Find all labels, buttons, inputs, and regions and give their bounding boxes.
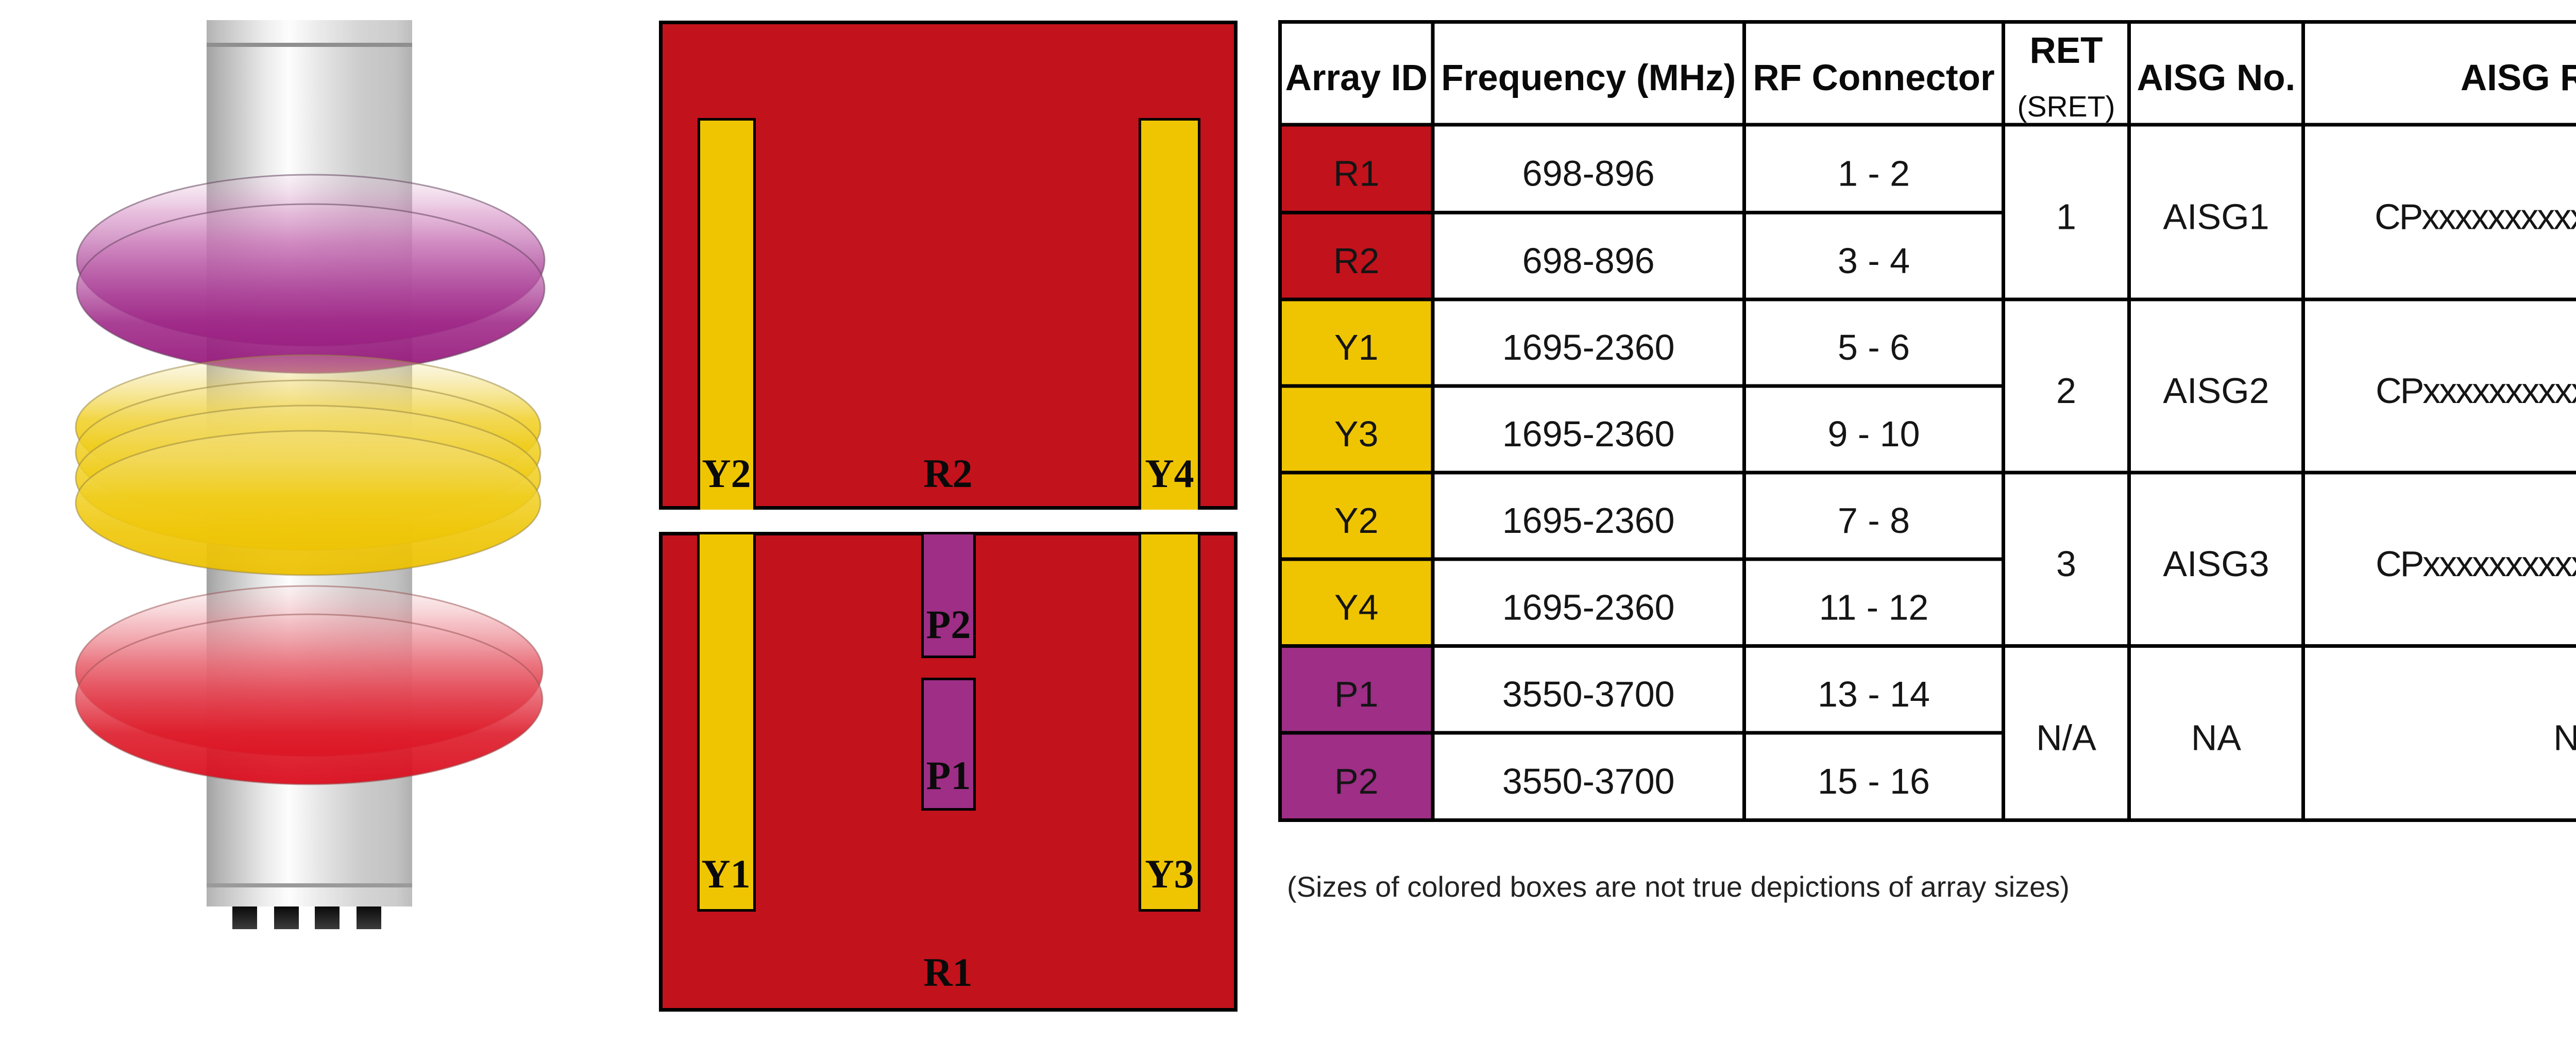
svg-text:N/A: N/A	[2036, 718, 2096, 758]
svg-text:Y2: Y2	[702, 451, 751, 496]
svg-text:RET: RET	[2030, 30, 2103, 71]
svg-text:AISG2: AISG2	[2163, 371, 2269, 411]
svg-text:P2: P2	[1334, 761, 1379, 801]
svg-text:R2: R2	[923, 451, 972, 496]
svg-text:Y1: Y1	[701, 851, 750, 896]
svg-text:Frequency (MHz): Frequency (MHz)	[1441, 58, 1736, 98]
svg-text:Y1: Y1	[1334, 327, 1379, 367]
svg-text:1 - 2: 1 - 2	[1838, 153, 1910, 193]
svg-text:CPxxxxxxxxxxxxxxxxxY2: CPxxxxxxxxxxxxxxxxxY2	[2376, 544, 2576, 584]
svg-text:P1: P1	[926, 753, 971, 798]
svg-text:2: 2	[2056, 371, 2076, 411]
svg-text:1: 1	[2056, 197, 2076, 237]
svg-text:Y3: Y3	[1145, 851, 1194, 896]
svg-text:698-896: 698-896	[1522, 153, 1655, 193]
svg-text:3550-3700: 3550-3700	[1502, 761, 1675, 801]
svg-text:1695-2360: 1695-2360	[1502, 414, 1675, 454]
svg-text:Y2: Y2	[1334, 500, 1379, 541]
svg-text:CPxxxxxxxxxxxxxxxxxR1: CPxxxxxxxxxxxxxxxxxR1	[2375, 197, 2576, 237]
svg-text:9 - 10: 9 - 10	[1828, 414, 1920, 454]
svg-text:NA: NA	[2191, 718, 2242, 758]
svg-text:13 - 14: 13 - 14	[1818, 674, 1930, 714]
svg-text:AISG3: AISG3	[2163, 544, 2269, 584]
svg-text:P1: P1	[1334, 674, 1379, 714]
svg-text:(SRET): (SRET)	[2018, 90, 2115, 123]
svg-text:(Sizes of colored boxes are no: (Sizes of colored boxes are not true dep…	[1287, 870, 2070, 903]
svg-text:1695-2360: 1695-2360	[1502, 587, 1675, 627]
svg-text:R2: R2	[1333, 241, 1379, 281]
svg-text:3550-3700: 3550-3700	[1502, 674, 1675, 714]
svg-text:AISG No.: AISG No.	[2137, 58, 2296, 98]
svg-text:Y4: Y4	[1334, 587, 1379, 627]
svg-text:698-896: 698-896	[1522, 241, 1655, 281]
svg-text:5 - 6: 5 - 6	[1838, 327, 1910, 367]
svg-text:15 - 16: 15 - 16	[1818, 761, 1930, 801]
svg-text:1695-2360: 1695-2360	[1502, 500, 1675, 541]
svg-text:11 - 12: 11 - 12	[1819, 587, 1929, 627]
svg-text:N/A: N/A	[2553, 718, 2576, 758]
svg-text:RF Connector: RF Connector	[1753, 58, 1994, 98]
svg-text:7 - 8: 7 - 8	[1838, 500, 1910, 541]
svg-text:AISG RET UID: AISG RET UID	[2461, 58, 2576, 98]
svg-text:CPxxxxxxxxxxxxxxxxxY1: CPxxxxxxxxxxxxxxxxxY1	[2376, 371, 2576, 411]
svg-text:3 - 4: 3 - 4	[1838, 241, 1910, 281]
svg-text:Array ID: Array ID	[1285, 58, 1428, 98]
svg-text:Y4: Y4	[1145, 451, 1194, 496]
svg-text:3: 3	[2056, 544, 2076, 584]
svg-text:P2: P2	[926, 602, 971, 647]
svg-text:Y3: Y3	[1334, 414, 1379, 454]
svg-text:R1: R1	[1333, 153, 1379, 193]
svg-text:AISG1: AISG1	[2163, 197, 2269, 237]
svg-text:1695-2360: 1695-2360	[1502, 327, 1675, 367]
svg-text:R1: R1	[923, 950, 972, 995]
